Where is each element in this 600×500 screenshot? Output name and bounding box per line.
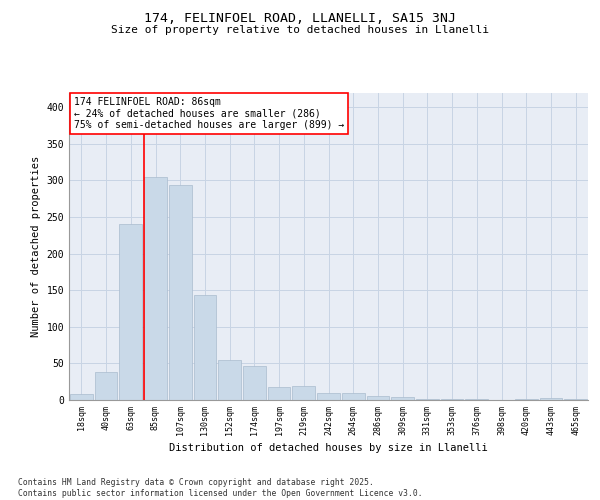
Bar: [539, 398, 562, 400]
Bar: [70, 394, 93, 400]
Text: 174, FELINFOEL ROAD, LLANELLI, SA15 3NJ: 174, FELINFOEL ROAD, LLANELLI, SA15 3NJ: [144, 12, 456, 26]
Bar: [268, 387, 290, 400]
Bar: [391, 397, 414, 400]
X-axis label: Distribution of detached houses by size in Llanelli: Distribution of detached houses by size …: [169, 443, 488, 453]
Bar: [169, 186, 191, 400]
Bar: [564, 398, 587, 400]
Bar: [194, 296, 216, 400]
Bar: [367, 396, 389, 400]
Bar: [243, 366, 266, 400]
Bar: [317, 392, 340, 400]
Text: 174 FELINFOEL ROAD: 86sqm
← 24% of detached houses are smaller (286)
75% of semi: 174 FELINFOEL ROAD: 86sqm ← 24% of detac…: [74, 97, 344, 130]
Text: Contains HM Land Registry data © Crown copyright and database right 2025.
Contai: Contains HM Land Registry data © Crown c…: [18, 478, 422, 498]
Bar: [95, 372, 118, 400]
Text: Size of property relative to detached houses in Llanelli: Size of property relative to detached ho…: [111, 25, 489, 35]
Bar: [119, 224, 142, 400]
Bar: [144, 176, 167, 400]
Bar: [342, 392, 365, 400]
Y-axis label: Number of detached properties: Number of detached properties: [31, 156, 41, 337]
Bar: [416, 398, 439, 400]
Bar: [218, 360, 241, 400]
Bar: [292, 386, 315, 400]
